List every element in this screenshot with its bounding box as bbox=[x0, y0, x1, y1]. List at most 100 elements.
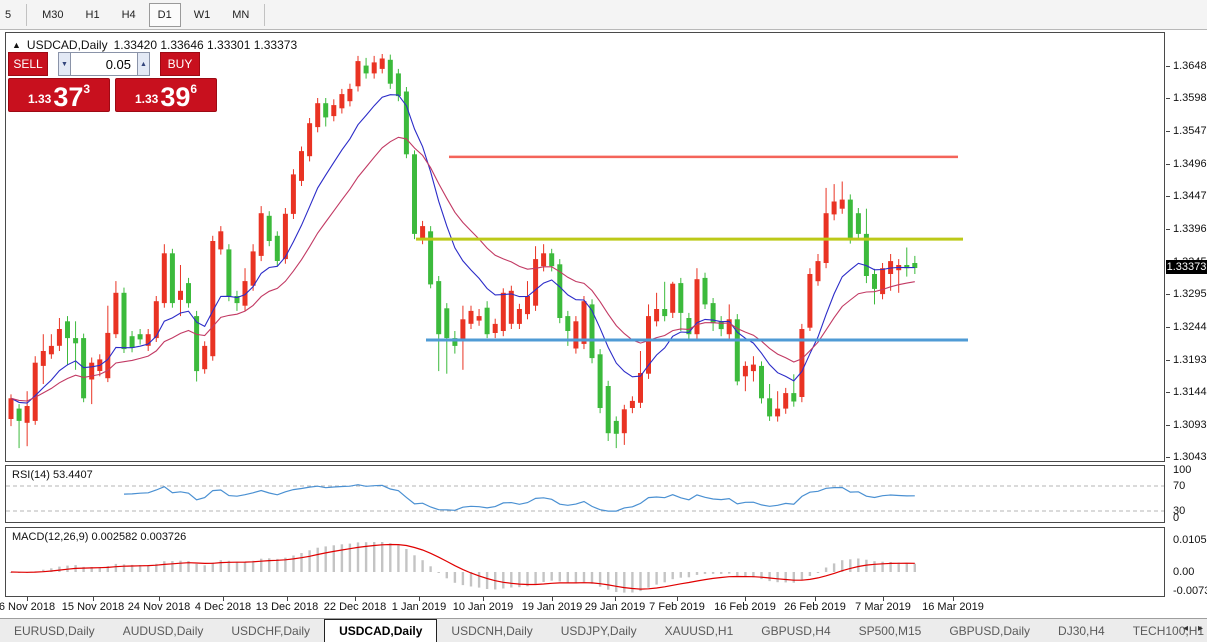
one-click-trade-panel: SELL ▼ ▲ BUY 1.33 37 3 1.33 39 6 bbox=[8, 52, 220, 112]
buy-button[interactable]: BUY bbox=[160, 52, 200, 76]
tab-SP500-M15[interactable]: SP500,M15 bbox=[858, 623, 922, 638]
date-axis: 6 Nov 2018 15 Nov 2018 24 Nov 2018 4 Dec 20… bbox=[0, 597, 1165, 616]
rsi-label: RSI(14) 53.4407 bbox=[12, 469, 93, 481]
candle bbox=[613, 420, 619, 434]
price-axis-label: 1.35985 bbox=[1173, 91, 1207, 104]
date-tick bbox=[677, 597, 678, 601]
candle bbox=[541, 253, 547, 267]
price-axis: 1.33373 1.36480 1.35985 1.35475 1.34965 1.34… bbox=[1166, 32, 1207, 597]
date-tick bbox=[159, 597, 160, 601]
candle bbox=[436, 281, 442, 335]
candle bbox=[428, 231, 434, 285]
candle bbox=[145, 334, 151, 346]
sell-price-tile[interactable]: 1.33 37 3 bbox=[8, 78, 110, 112]
date-tick bbox=[223, 597, 224, 601]
tab-EURUSD-Daily[interactable]: EURUSD,Daily bbox=[14, 623, 95, 638]
price-axis-label: 1.31440 bbox=[1173, 386, 1207, 399]
price-tick bbox=[1166, 97, 1170, 99]
candle bbox=[323, 103, 329, 118]
tab-XAUUSD-H1[interactable]: XAUUSD,H1 bbox=[664, 623, 734, 638]
tab-TECH100-H1[interactable]: TECH100,H1 bbox=[1132, 623, 1205, 638]
date-tick bbox=[552, 597, 553, 601]
candle bbox=[678, 283, 684, 313]
timeframe-button-W1[interactable]: W1 bbox=[193, 8, 211, 21]
candle bbox=[839, 199, 845, 209]
macd-label: MACD(12,26,9) 0.002582 0.003726 bbox=[12, 531, 187, 543]
candle bbox=[702, 277, 708, 305]
tab-GBPUSD-H4[interactable]: GBPUSD,H4 bbox=[761, 623, 831, 638]
candle bbox=[476, 316, 482, 321]
candle bbox=[807, 274, 813, 328]
price-tick bbox=[1166, 229, 1170, 230]
tab-USDCAD-Daily[interactable]: USDCAD,Daily bbox=[324, 619, 438, 642]
candle bbox=[258, 213, 264, 256]
candle bbox=[855, 213, 861, 234]
date-tick bbox=[483, 597, 484, 601]
tab-USDCHF-Daily[interactable]: USDCHF,Daily bbox=[231, 623, 311, 638]
date-tick bbox=[745, 597, 746, 601]
candle bbox=[113, 292, 119, 335]
candle bbox=[863, 233, 869, 276]
candle bbox=[403, 91, 409, 155]
timeframe-button-H4[interactable]: H4 bbox=[121, 8, 136, 21]
tab-scroll-controls: ◂ ▸ bbox=[1181, 621, 1205, 636]
candle bbox=[710, 303, 716, 324]
candle bbox=[726, 319, 732, 335]
candle bbox=[363, 65, 369, 74]
candle bbox=[912, 263, 918, 268]
candle bbox=[533, 259, 539, 306]
candle bbox=[290, 174, 296, 214]
tabs-scroll-left-button[interactable]: ◂ bbox=[1182, 623, 1188, 634]
timeframe-button-5[interactable]: 5 bbox=[5, 8, 12, 21]
candle bbox=[767, 398, 773, 417]
candle bbox=[452, 338, 458, 346]
candle bbox=[153, 301, 159, 339]
date-label: 1 Jan 2019 bbox=[391, 601, 447, 613]
candle bbox=[210, 241, 216, 357]
candle bbox=[500, 292, 506, 331]
date-tick bbox=[419, 597, 420, 601]
volume-decrease-button[interactable]: ▼ bbox=[58, 52, 71, 76]
candle bbox=[831, 201, 837, 215]
candle bbox=[444, 308, 450, 339]
date-label: 24 Nov 2018 bbox=[127, 601, 191, 613]
trade-panel-toggle-icon[interactable]: ▲ bbox=[12, 40, 21, 50]
volume-input[interactable] bbox=[71, 52, 137, 76]
candle bbox=[815, 261, 821, 282]
tab-USDJPY-Daily[interactable]: USDJPY,Daily bbox=[560, 623, 637, 638]
date-tick bbox=[883, 597, 884, 601]
timeframe-toolbar: 5 M30 H1 H4 D1 W1 MN bbox=[0, 0, 1207, 30]
buy-price-tile[interactable]: 1.33 39 6 bbox=[115, 78, 217, 112]
spin-down-icon: ▼ bbox=[61, 60, 68, 68]
volume-increase-button[interactable]: ▲ bbox=[137, 52, 150, 76]
macd-axis-label: 0.00 bbox=[1173, 566, 1195, 578]
candle bbox=[194, 316, 200, 372]
candle bbox=[32, 362, 38, 421]
sell-button[interactable]: SELL bbox=[8, 52, 48, 76]
tab-DJ30-H4[interactable]: DJ30,H4 bbox=[1058, 623, 1105, 638]
candle bbox=[670, 283, 676, 313]
candle bbox=[646, 316, 651, 374]
tab-USDCNH-Daily[interactable]: USDCNH,Daily bbox=[451, 623, 533, 638]
candle bbox=[315, 103, 321, 128]
tabs-scroll-right-button[interactable]: ▸ bbox=[1197, 623, 1203, 634]
candle bbox=[847, 199, 853, 239]
timeframe-button-H1[interactable]: H1 bbox=[85, 8, 100, 21]
timeframe-button-D1[interactable]: D1 bbox=[148, 2, 181, 27]
macd-indicator-pane: MACD(12,26,9) 0.002582 0.003726 bbox=[5, 527, 1165, 597]
candle bbox=[872, 274, 877, 289]
candle bbox=[525, 296, 530, 315]
rsi-axis-label: 70 bbox=[1173, 480, 1186, 492]
tab-AUDUSD-Daily[interactable]: AUDUSD,Daily bbox=[122, 623, 204, 638]
tab-GBPUSD-Daily[interactable]: GBPUSD,Daily bbox=[949, 623, 1031, 638]
toolbar-separator bbox=[264, 3, 266, 26]
price-tick bbox=[1166, 294, 1170, 296]
candle bbox=[307, 123, 313, 157]
candle bbox=[73, 338, 79, 344]
candle bbox=[282, 213, 288, 260]
candle bbox=[331, 105, 337, 117]
date-label: 29 Jan 2019 bbox=[584, 601, 646, 613]
sell-price-prefix: 1.33 bbox=[27, 92, 52, 106]
timeframe-button-MN[interactable]: MN bbox=[232, 8, 250, 21]
timeframe-button-M30[interactable]: M30 bbox=[42, 8, 64, 21]
